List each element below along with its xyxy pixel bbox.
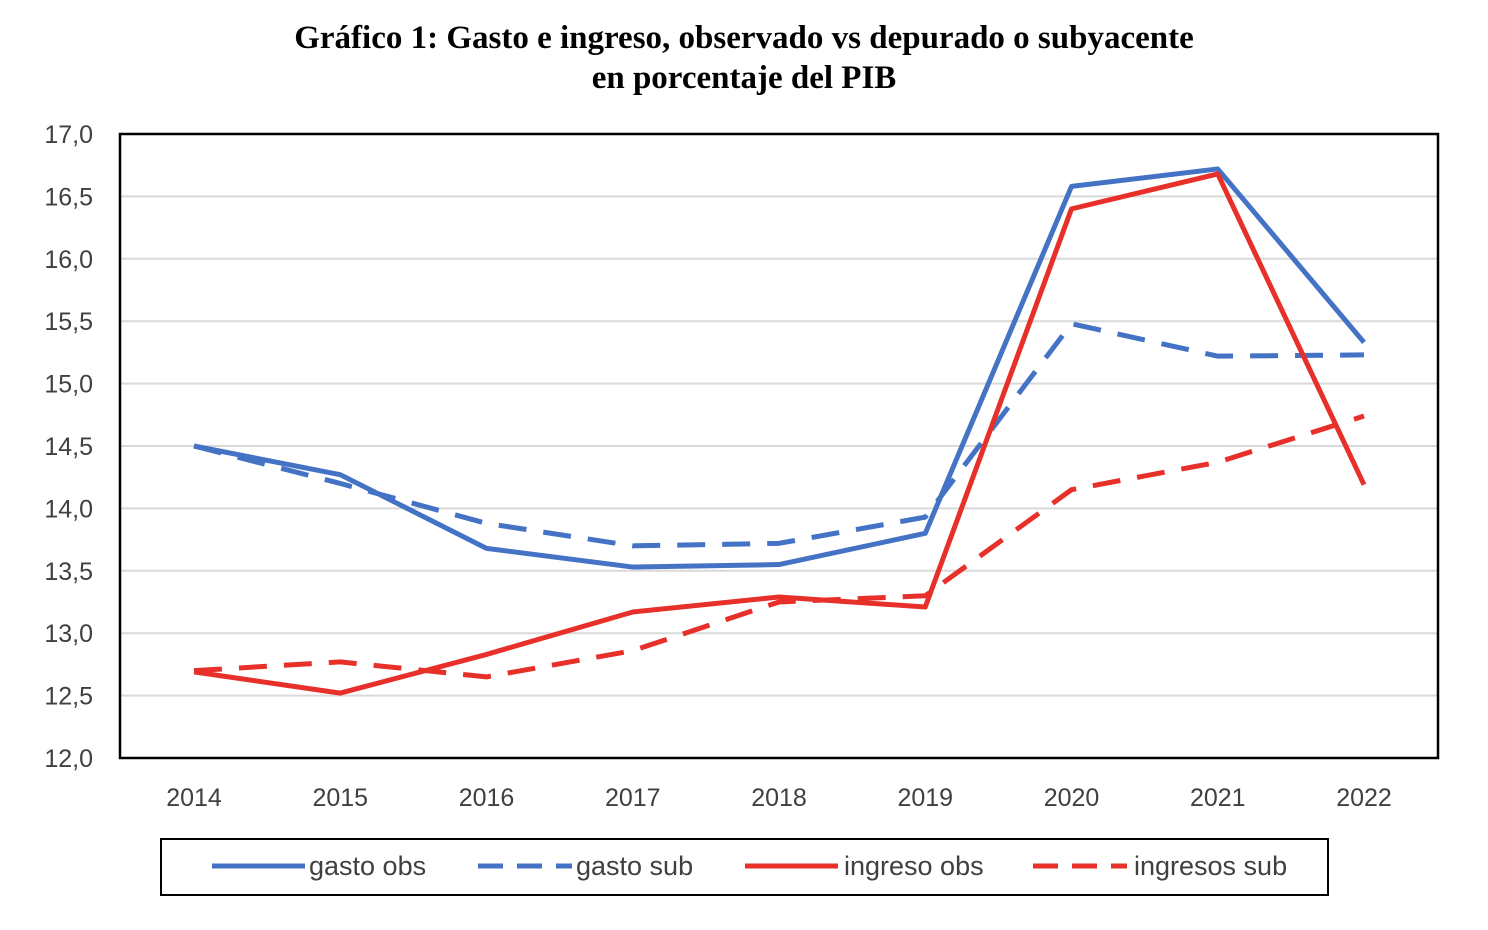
x-tick-label: 2016 — [459, 784, 515, 812]
chart-title: Gráfico 1: Gasto e ingreso, observado vs… — [0, 18, 1488, 98]
y-tick-label: 15,0 — [44, 371, 93, 399]
x-tick-label: 2020 — [1044, 784, 1100, 812]
x-tick-label: 2015 — [312, 784, 368, 812]
y-tick-label: 17,0 — [44, 121, 93, 149]
x-axis-ticks: 2014 2015 2016 2017 2018 2019 2020 2021 2022 — [166, 784, 1392, 812]
series-line-ingreso-obs — [193, 171, 1367, 696]
y-tick-label: 16,0 — [44, 246, 93, 274]
legend-label: gasto sub — [576, 851, 693, 881]
gridlines — [120, 195, 1438, 697]
y-tick-label: 14,0 — [44, 495, 93, 523]
series-line-ingresos-sub — [193, 413, 1365, 680]
legend-label: gasto obs — [309, 851, 426, 881]
legend-label: ingresos sub — [1134, 851, 1287, 881]
x-tick-label: 2017 — [605, 784, 661, 812]
x-tick-label: 2022 — [1336, 784, 1392, 812]
series-line-gasto-sub — [193, 321, 1365, 549]
chart-title-line2: en porcentaje del PIB — [591, 60, 897, 96]
y-tick-label: 16,5 — [44, 183, 93, 211]
x-tick-label: 2018 — [751, 784, 807, 812]
legend-label: ingreso obs — [844, 851, 984, 881]
y-axis-ticks: 12,0 12,5 13,0 13,5 14,0 14,5 15,0 15,5 16,0 16,5… — [44, 121, 93, 773]
x-tick-label: 2021 — [1190, 784, 1246, 812]
y-tick-label: 13,0 — [44, 620, 93, 648]
plot-area-border — [118, 132, 1440, 760]
y-tick-label: 15,5 — [44, 308, 93, 336]
y-tick-label: 14,5 — [44, 433, 93, 461]
chart-title-line1: Gráfico 1: Gasto e ingreso, observado vs… — [294, 20, 1194, 56]
y-tick-label: 13,5 — [44, 558, 93, 586]
series-line-gasto-obs — [193, 166, 1366, 570]
y-tick-label: 12,5 — [44, 683, 93, 711]
series-lines — [193, 166, 1367, 696]
y-tick-label: 12,0 — [44, 745, 93, 773]
x-tick-label: 2019 — [897, 784, 953, 812]
legend: gasto obs gasto sub ingreso obs ingresos su… — [160, 838, 1329, 896]
legend-box — [160, 838, 1329, 896]
x-tick-label: 2014 — [166, 784, 222, 812]
